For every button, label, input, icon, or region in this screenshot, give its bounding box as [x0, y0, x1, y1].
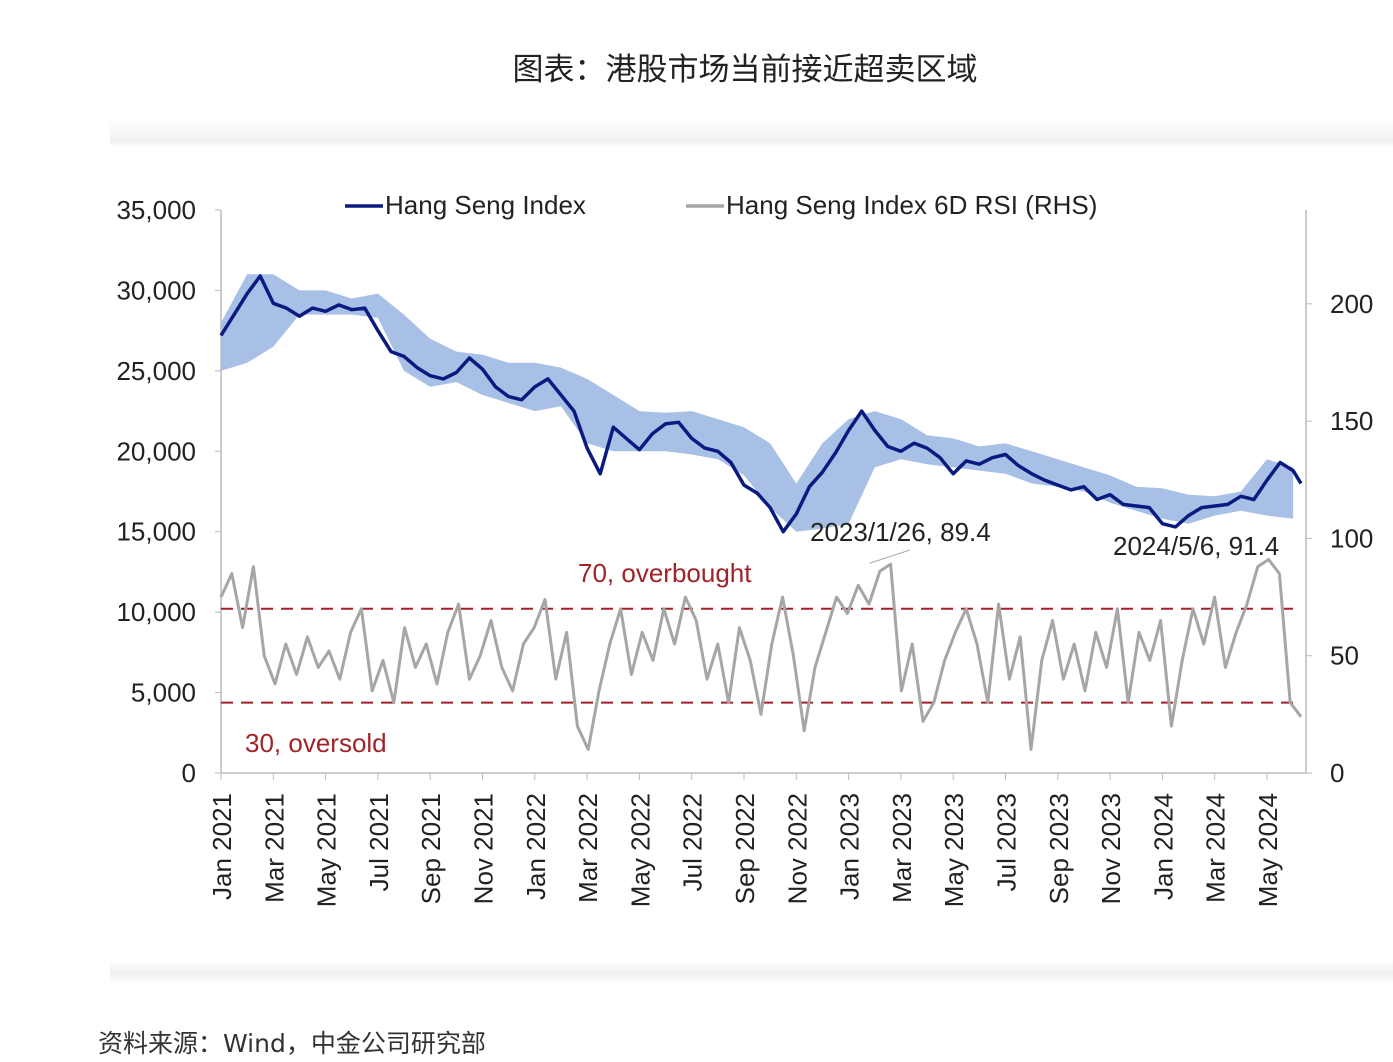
right-tick-label: 150 — [1330, 406, 1373, 436]
left-tick-label: 20,000 — [116, 436, 196, 466]
x-tick-label: Sep 2023 — [1044, 793, 1074, 904]
overbought-label: 70, overbought — [578, 558, 752, 588]
left-tick-label: 5,000 — [131, 678, 196, 708]
legend-label-rsi: Hang Seng Index 6D RSI (RHS) — [726, 190, 1097, 220]
left-tick-label: 30,000 — [116, 275, 196, 305]
right-tick-label: 50 — [1330, 641, 1359, 671]
source-note: 资料来源：Wind，中金公司研究部 — [98, 1029, 486, 1058]
x-tick-label: May 2022 — [625, 793, 655, 907]
x-tick-label: May 2021 — [312, 793, 342, 907]
right-tick-label: 0 — [1330, 758, 1344, 788]
x-tick-label: Nov 2022 — [782, 793, 812, 904]
left-tick-label: 35,000 — [116, 195, 196, 225]
left-tick-label: 10,000 — [116, 597, 196, 627]
x-tick-label: Jul 2021 — [364, 793, 394, 891]
bollinger-band — [221, 274, 1294, 532]
x-tick-label: Sep 2021 — [416, 793, 446, 904]
x-tick-label: May 2023 — [939, 793, 969, 907]
x-tick-label: Jan 2023 — [835, 793, 865, 900]
x-tick-label: Nov 2023 — [1096, 793, 1126, 904]
annotation-label: 2023/1/26, 89.4 — [810, 517, 991, 547]
right-tick-label: 100 — [1330, 523, 1373, 553]
left-tick-label: 25,000 — [116, 356, 196, 386]
rsi-line — [219, 558, 1303, 751]
left-tick-label: 0 — [182, 758, 196, 788]
x-tick-label: Mar 2021 — [259, 793, 289, 903]
legend-label-hsi: Hang Seng Index — [385, 190, 586, 220]
x-tick-label: Jan 2021 — [207, 793, 237, 900]
x-tick-label: Mar 2022 — [573, 793, 603, 903]
oversold-label: 30, oversold — [245, 728, 387, 758]
x-tick-label: Jul 2023 — [992, 793, 1022, 891]
hsi-line — [219, 274, 1303, 534]
divider-bottom — [110, 960, 1393, 986]
x-tick-label: May 2024 — [1253, 793, 1283, 907]
divider-top — [110, 120, 1393, 146]
x-tick-label: Sep 2022 — [730, 793, 760, 904]
x-tick-label: Jan 2022 — [521, 793, 551, 900]
annotation-label: 2024/5/6, 91.4 — [1113, 531, 1279, 561]
x-tick-label: Nov 2021 — [469, 793, 499, 904]
left-tick-label: 15,000 — [116, 517, 196, 547]
x-tick-label: Jul 2022 — [678, 793, 708, 891]
x-tick-label: Mar 2023 — [887, 793, 917, 903]
right-tick-label: 200 — [1330, 289, 1373, 319]
x-tick-label: Jan 2024 — [1148, 793, 1178, 900]
annotation-leader — [869, 549, 911, 564]
x-tick-label: Mar 2024 — [1201, 793, 1231, 903]
chart-title: 图表：港股市场当前接近超卖区域 — [512, 52, 978, 88]
